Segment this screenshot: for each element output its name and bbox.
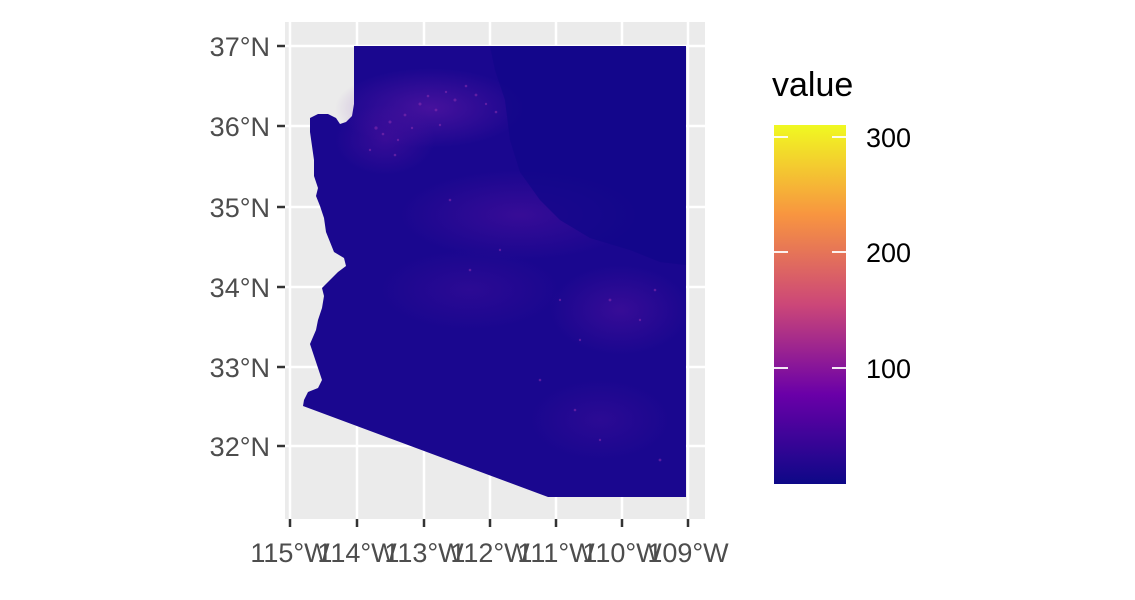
lon-tick-label: 109°W — [647, 538, 729, 568]
dark-plateau — [490, 46, 686, 265]
lon-tick-label: 114°W — [317, 538, 397, 568]
lat-tick-label: 34°N — [210, 273, 270, 303]
lon-tick-label: 111°W — [517, 538, 595, 568]
haze-south-east — [530, 380, 670, 460]
lat-tick-label: 32°N — [210, 432, 270, 462]
legend-colorbar — [774, 125, 846, 484]
legend-break-label: 200 — [866, 238, 911, 268]
lon-tick-label: 113°W — [384, 538, 464, 568]
haze-central — [380, 250, 560, 330]
longitude-axis: 115°W 114°W 113°W 112°W 111°W 110°W 109°… — [250, 519, 729, 568]
legend-break-label: 300 — [866, 123, 911, 153]
latitude-axis: 37°N 36°N 35°N 34°N 33°N 32°N — [210, 32, 285, 462]
lat-tick-label: 35°N — [210, 193, 270, 223]
lat-tick-label: 33°N — [210, 353, 270, 383]
lon-tick-label: 112°W — [450, 538, 530, 568]
haze-north-west — [335, 105, 435, 175]
arizona-raster — [303, 46, 690, 497]
legend-break-label: 100 — [866, 354, 911, 384]
lon-tick-label: 115°W — [250, 538, 330, 568]
lat-tick-label: 36°N — [210, 112, 270, 142]
legend-title: value — [772, 66, 853, 104]
lon-tick-label: 110°W — [582, 538, 662, 568]
legend: value 300 200 100 — [772, 66, 911, 484]
lat-tick-label: 37°N — [210, 32, 270, 62]
haze-east-central — [550, 265, 690, 355]
speckles — [368, 84, 662, 462]
